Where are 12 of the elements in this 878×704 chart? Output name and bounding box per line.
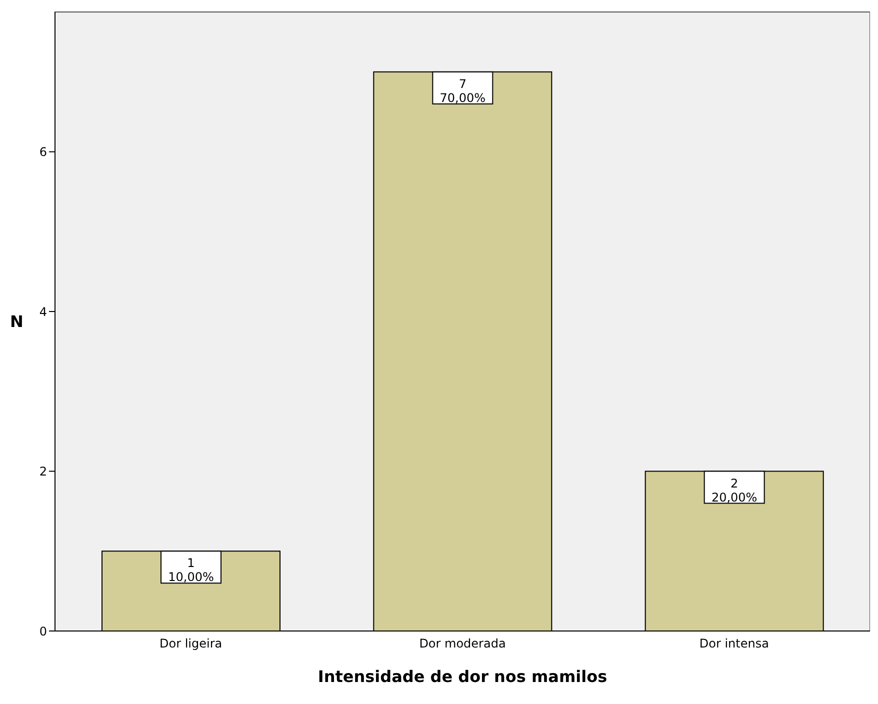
y-tick-label: 2 [39, 464, 47, 479]
y-axis-title: N [10, 312, 24, 332]
x-axis-title: Intensidade de dor nos mamilos [318, 667, 608, 686]
x-tick-label: Dor intensa [699, 636, 769, 651]
data-label: 2 20,00% [711, 476, 758, 504]
data-label: 1 10,00% [168, 556, 214, 584]
x-tick-label: Dor ligeira [160, 636, 222, 651]
y-tick-label: 0 [39, 624, 47, 638]
data-label: 7 70,00% [440, 76, 486, 105]
y-tick-label: 6 [39, 145, 47, 160]
y-tick-label: 4 [39, 304, 47, 319]
x-tick-label: Dor moderada [419, 636, 506, 651]
